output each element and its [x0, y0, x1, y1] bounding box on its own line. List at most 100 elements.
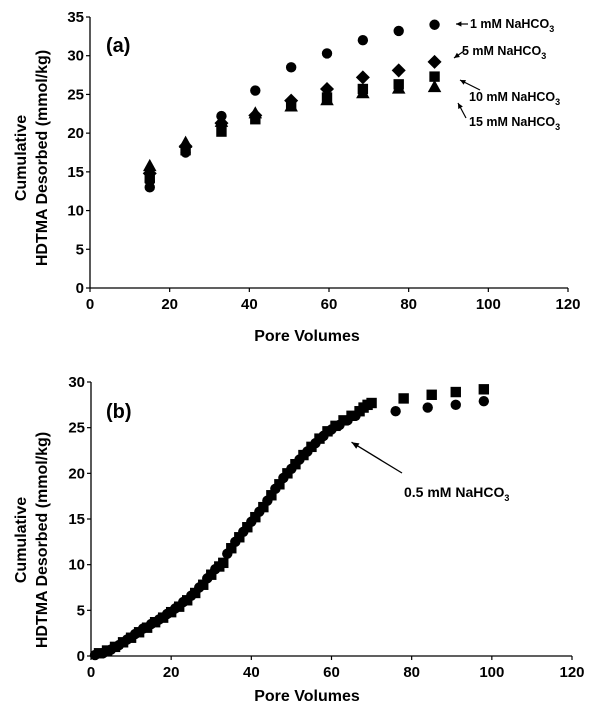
series-label-arrowhead [456, 21, 462, 27]
data-point-square [478, 384, 490, 395]
data-point-square [180, 144, 191, 156]
y-tick-label: 20 [67, 125, 84, 142]
data-point-triangle [284, 99, 298, 112]
data-point-square [206, 569, 217, 580]
data-point-square [426, 389, 437, 400]
data-point-circle [357, 35, 369, 46]
y-axis-title-line2-b: HDTMA Desorbed (mmol/kg) [34, 432, 51, 648]
data-point-square [182, 595, 193, 606]
data-point-square [366, 397, 377, 409]
x-tick-label: 120 [559, 664, 584, 681]
series-label: 15 mM NaHCO3 [469, 115, 560, 132]
marks-b [89, 384, 490, 661]
y-tick-label: 15 [68, 511, 85, 528]
data-point-square [157, 612, 169, 623]
data-point-circle [390, 406, 401, 417]
x-tick-label: 100 [476, 296, 501, 313]
data-point-circle [393, 25, 404, 37]
data-point-square [282, 468, 293, 479]
x-tick-label: 120 [555, 296, 580, 313]
x-tick-label: 60 [321, 296, 338, 313]
annotation-arrowhead [351, 442, 360, 449]
data-point-square [338, 415, 349, 426]
data-point-square [290, 459, 301, 470]
data-point-square [429, 71, 440, 82]
y-tick-label: 5 [77, 602, 85, 619]
data-point-square [234, 532, 245, 543]
data-point-circle [321, 48, 333, 59]
data-point-diamond [391, 63, 406, 78]
data-point-square [266, 490, 277, 501]
annotation-label: 0.5 mM NaHCO3 [404, 484, 509, 503]
x-tick-label: 20 [163, 664, 180, 681]
data-point-triangle [142, 158, 157, 172]
data-point-square [306, 441, 317, 453]
data-point-square [330, 420, 341, 432]
y-tick-label: 25 [68, 420, 85, 437]
y-tick-label: 25 [67, 86, 84, 103]
y-axis-title-line1-b: Cumulative [13, 497, 30, 583]
data-point-triangle [391, 81, 406, 94]
data-point-square [216, 126, 227, 137]
data-point-square [109, 641, 121, 653]
data-point-diamond [427, 54, 442, 69]
data-point-circle [285, 62, 297, 73]
y-tick-label: 10 [67, 203, 84, 220]
x-tick-label: 20 [161, 296, 178, 313]
data-point-square [298, 449, 309, 461]
data-point-square [198, 579, 209, 590]
data-point-square [101, 645, 113, 656]
x-tick-label: 0 [86, 296, 94, 313]
data-point-diamond [355, 70, 370, 85]
y-tick-label: 5 [76, 241, 84, 258]
y-axis-title-line1-a: Cumulative [13, 115, 30, 201]
panel-label-b: (b) [106, 401, 132, 423]
data-point-circle [450, 399, 461, 411]
x-tick-label: 80 [400, 296, 417, 313]
data-point-circle [429, 19, 440, 30]
marks-a [142, 19, 442, 193]
data-point-square [226, 543, 237, 554]
x-tick-label: 100 [479, 664, 504, 681]
data-point-square [173, 601, 185, 612]
x-tick-label: 40 [241, 296, 258, 313]
data-point-triangle [248, 106, 263, 119]
data-point-square [242, 522, 253, 533]
y-tick-label: 35 [67, 9, 84, 26]
x-tick-label: 80 [403, 664, 420, 681]
data-point-triangle [178, 135, 193, 148]
data-point-square [190, 587, 201, 599]
x-axis-title-b: Pore Volumes [254, 688, 360, 705]
data-point-square [314, 433, 325, 444]
ticks-a: 0 20 40 60 80 100 120 0 5 10 15 20 25 30 35 [67, 9, 580, 313]
data-point-square [258, 501, 269, 513]
data-point-triangle [320, 93, 334, 106]
series-label: 1 mM NaHCO3 [470, 17, 554, 34]
data-point-square [144, 172, 155, 184]
series-labels-a: 1 mM NaHCO3 5 mM NaHCO3 10 mM NaHCO3 15 mM … [453, 17, 560, 132]
data-point-square [218, 557, 229, 569]
data-point-circle [250, 85, 261, 96]
data-point-square [165, 606, 177, 618]
data-point-square [117, 637, 129, 648]
annotation-b: 0.5 mM NaHCO3 [351, 441, 509, 503]
data-point-square [133, 627, 145, 638]
series-label-arrowhead [458, 103, 463, 109]
y-axis-title-line2-a: HDTMA Desorbed (mmol/kg) [34, 50, 51, 266]
data-point-square [450, 386, 461, 398]
y-tick-label: 10 [68, 557, 85, 574]
data-point-triangle [427, 79, 442, 93]
data-point-square [141, 622, 153, 633]
data-point-square [322, 426, 333, 437]
annotation-arrow [351, 441, 403, 474]
y-tick-label: 20 [68, 465, 85, 482]
chart-panel-a: (a) Cumulative HDTMA Desorbed (mmol/kg) … [13, 9, 581, 345]
x-tick-label: 0 [87, 664, 95, 681]
y-tick-label: 15 [67, 164, 84, 181]
data-point-square [149, 617, 161, 628]
panel-label-a: (a) [106, 35, 130, 57]
data-point-square [274, 479, 285, 490]
x-tick-label: 40 [243, 664, 260, 681]
series-label-arrowhead [460, 80, 466, 85]
